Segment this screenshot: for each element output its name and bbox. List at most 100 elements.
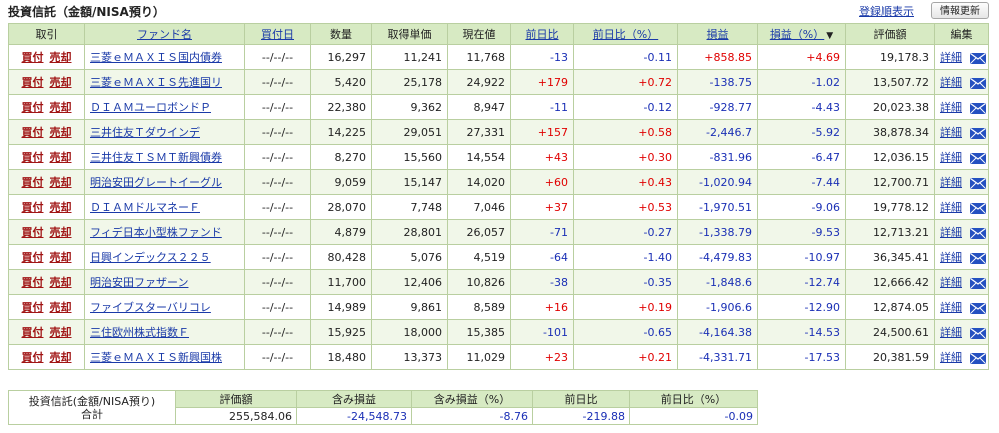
col-buy-date[interactable]: 買付日 — [244, 23, 311, 45]
detail-link[interactable]: 詳細 — [940, 351, 962, 364]
detail-link[interactable]: 詳細 — [940, 126, 962, 139]
sell-link[interactable]: 売却 — [49, 201, 72, 214]
col-pl-pct[interactable]: 損益（%） ▼ — [757, 23, 846, 45]
col-day-change[interactable]: 前日比 — [510, 23, 574, 45]
price-cell: 10,826 — [447, 269, 511, 295]
fund-name-link[interactable]: フィデ日本小型株ファンド — [90, 226, 222, 239]
buy-link[interactable]: 買付 — [21, 76, 44, 89]
fund-name-link[interactable]: 三菱ｅＭＡＸＩＳ国内債券 — [90, 51, 222, 64]
sell-link[interactable]: 売却 — [49, 176, 72, 189]
buy-link[interactable]: 買付 — [21, 51, 44, 64]
col-pl-link[interactable]: 損益 — [706, 28, 729, 41]
detail-link[interactable]: 詳細 — [940, 201, 962, 214]
col-fund-name-link[interactable]: ファンド名 — [137, 28, 192, 41]
pl-pct-cell: -12.74 — [757, 269, 846, 295]
price-cell: 11,768 — [447, 44, 511, 70]
fund-name-link[interactable]: 三井住友Ｔダウインデ — [90, 126, 200, 139]
table-row: 買付 売却 明治安田グレートイーグル --/--/-- 9,059 15,147 14,02… — [8, 169, 989, 195]
buy-link[interactable]: 買付 — [21, 251, 44, 264]
mail-icon[interactable] — [970, 302, 986, 314]
pl-cell: -1,906.6 — [677, 294, 758, 320]
mail-icon[interactable] — [970, 252, 986, 264]
mail-icon[interactable] — [970, 52, 986, 64]
fund-name-link[interactable]: 三住欧州株式指数Ｆ — [90, 326, 189, 339]
cost-cell: 9,861 — [371, 294, 448, 320]
cost-cell: 12,406 — [371, 269, 448, 295]
detail-link[interactable]: 詳細 — [940, 251, 962, 264]
mail-icon[interactable] — [970, 352, 986, 364]
sell-link[interactable]: 売却 — [49, 151, 72, 164]
buy-link[interactable]: 買付 — [21, 101, 44, 114]
edit-cell: 詳細 — [934, 69, 989, 95]
col-fund-name[interactable]: ファンド名 — [84, 23, 245, 45]
fund-name-link[interactable]: ファイブスターバリコレ — [90, 301, 211, 314]
edit-cell: 詳細 — [934, 294, 989, 320]
fund-name-link[interactable]: 明治安田グレートイーグル — [90, 176, 222, 189]
sell-link[interactable]: 売却 — [49, 76, 72, 89]
mail-icon[interactable] — [970, 177, 986, 189]
buy-link[interactable]: 買付 — [21, 151, 44, 164]
sell-link[interactable]: 売却 — [49, 51, 72, 64]
detail-link[interactable]: 詳細 — [940, 76, 962, 89]
mail-icon[interactable] — [970, 102, 986, 114]
detail-link[interactable]: 詳細 — [940, 101, 962, 114]
detail-link[interactable]: 詳細 — [940, 301, 962, 314]
buy-link[interactable]: 買付 — [21, 126, 44, 139]
fund-name-link[interactable]: 三菱ｅＭＡＸＩＳ新興国株 — [90, 351, 222, 364]
cost-cell: 15,147 — [371, 169, 448, 195]
trade-cell: 買付 売却 — [8, 294, 85, 320]
col-buy-date-link[interactable]: 買付日 — [261, 28, 294, 41]
sell-link[interactable]: 売却 — [49, 326, 72, 339]
sell-link[interactable]: 売却 — [49, 276, 72, 289]
col-day-change-link[interactable]: 前日比 — [525, 28, 559, 41]
mail-icon[interactable] — [970, 77, 986, 89]
buy-link[interactable]: 買付 — [21, 276, 44, 289]
pl-pct-cell: +4.69 — [757, 44, 846, 70]
buy-link[interactable]: 買付 — [21, 176, 44, 189]
buy-link[interactable]: 買付 — [21, 201, 44, 214]
sell-link[interactable]: 売却 — [49, 351, 72, 364]
col-day-change-pct-link[interactable]: 前日比（%） — [592, 28, 659, 41]
buy-link[interactable]: 買付 — [21, 301, 44, 314]
mail-icon[interactable] — [970, 227, 986, 239]
mail-icon[interactable] — [970, 152, 986, 164]
detail-link[interactable]: 詳細 — [940, 226, 962, 239]
pl-pct-cell: -9.53 — [757, 219, 846, 245]
fund-name-link[interactable]: 日興インデックス２２５ — [90, 251, 211, 264]
refresh-button[interactable]: 情報更新 — [931, 2, 989, 19]
mail-icon[interactable] — [970, 202, 986, 214]
buy-date-cell: --/--/-- — [244, 194, 311, 220]
detail-link[interactable]: 詳細 — [940, 276, 962, 289]
fund-name-link[interactable]: 明治安田ファザーン — [90, 276, 189, 289]
buy-link[interactable]: 買付 — [21, 226, 44, 239]
sell-link[interactable]: 売却 — [49, 251, 72, 264]
registration-order-link[interactable]: 登録順表示 — [859, 5, 914, 18]
detail-link[interactable]: 詳細 — [940, 151, 962, 164]
col-pl[interactable]: 損益 — [677, 23, 758, 45]
buy-link[interactable]: 買付 — [21, 326, 44, 339]
pl-pct-cell: -12.90 — [757, 294, 846, 320]
detail-link[interactable]: 詳細 — [940, 326, 962, 339]
day-change-pct-cell: -0.35 — [573, 269, 678, 295]
pl-pct-cell: -10.97 — [757, 244, 846, 270]
detail-link[interactable]: 詳細 — [940, 176, 962, 189]
day-change-pct-cell: -0.65 — [573, 319, 678, 345]
fund-name-link[interactable]: 三菱ｅＭＡＸＩＳ先進国リ — [90, 76, 222, 89]
buy-date-cell: --/--/-- — [244, 169, 311, 195]
mail-icon[interactable] — [970, 277, 986, 289]
mail-icon[interactable] — [970, 127, 986, 139]
col-day-change-pct[interactable]: 前日比（%） — [573, 23, 678, 45]
edit-cell: 詳細 — [934, 194, 989, 220]
sell-link[interactable]: 売却 — [49, 301, 72, 314]
fund-name-link[interactable]: ＤＩＡＭユーロボンドＰ — [90, 101, 211, 114]
pl-cell: -928.77 — [677, 94, 758, 120]
detail-link[interactable]: 詳細 — [940, 51, 962, 64]
col-pl-pct-link[interactable]: 損益（%） — [769, 28, 825, 41]
fund-name-link[interactable]: ＤＩＡＭドルマネーＦ — [90, 201, 200, 214]
buy-link[interactable]: 買付 — [21, 351, 44, 364]
sell-link[interactable]: 売却 — [49, 126, 72, 139]
fund-name-link[interactable]: 三井住友ＴＳＭＴ新興債券 — [90, 151, 222, 164]
sell-link[interactable]: 売却 — [49, 226, 72, 239]
sell-link[interactable]: 売却 — [49, 101, 72, 114]
mail-icon[interactable] — [970, 327, 986, 339]
